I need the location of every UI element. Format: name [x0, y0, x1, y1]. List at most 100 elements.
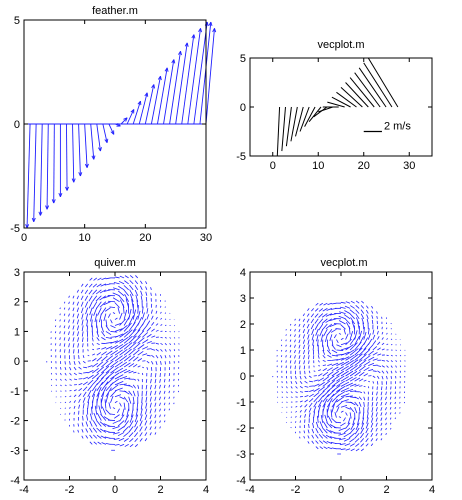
vecplot2-vector	[294, 344, 296, 348]
vecplot2-vector	[335, 421, 342, 424]
vecplot2-vector	[303, 344, 305, 350]
vecplot2-vector	[367, 333, 371, 340]
vecplot2-vector	[377, 375, 380, 380]
quiver-vector	[100, 413, 107, 421]
quiver-vector	[119, 376, 128, 380]
quiver-vector	[160, 361, 162, 365]
quiver-vector	[107, 313, 111, 318]
quiver-vector	[151, 309, 153, 314]
vecplot2-vector	[315, 421, 319, 429]
vecplot2-vector	[389, 391, 392, 395]
vecplot2-vector	[312, 344, 315, 351]
quiver-vector	[99, 313, 102, 323]
vecplot2-vector	[313, 401, 318, 408]
vecplot2-vector	[307, 349, 310, 355]
feather-arrowhead	[46, 205, 50, 210]
vecplot2-vector	[298, 360, 301, 365]
vecplot2-vector	[285, 360, 287, 363]
quiver-vector	[78, 360, 81, 365]
vecplot2-vector	[363, 355, 371, 361]
quiver-vector	[105, 366, 115, 374]
vecplot2-vector	[385, 401, 387, 406]
quiver-vector	[112, 426, 120, 430]
feather-vector	[72, 123, 75, 183]
vecplot2-vector	[302, 323, 305, 328]
vecplot2-vector	[371, 396, 374, 401]
vecplot2-vector	[363, 367, 370, 372]
vecplot-top-vector	[367, 57, 399, 108]
vecplot2-vector	[319, 329, 324, 337]
vecplot2-vector	[371, 401, 374, 407]
vecplot2-vector	[368, 344, 374, 351]
vecplot2-vector	[299, 380, 303, 385]
quiver-vector	[119, 348, 128, 356]
quiver-vector	[118, 438, 125, 442]
feather-arrowhead	[39, 211, 43, 216]
quiver-vector	[119, 355, 128, 362]
quiver-vector	[59, 319, 61, 322]
quiver-vector	[89, 441, 93, 445]
vecplot2-vector	[286, 396, 288, 399]
quiver-vector	[137, 365, 141, 368]
vecplot2-vector	[376, 391, 378, 396]
vecplot-top-xtick-label: 0	[270, 160, 276, 172]
vecplot-top-ytick-label: 0	[240, 102, 246, 114]
vecplot2-vector	[290, 391, 293, 394]
vecplot2-vector	[375, 417, 378, 422]
quiver-vector	[95, 295, 102, 302]
quiver-vector	[104, 399, 107, 409]
quiver-vector	[123, 309, 128, 320]
vecplot2-vector	[302, 334, 305, 339]
quiver-vector	[117, 307, 120, 314]
quiver-vector	[149, 432, 152, 436]
quiver-vector	[164, 355, 167, 359]
vecplot2-vector	[331, 362, 339, 366]
quiver-vector	[129, 438, 134, 443]
quiver-vector	[59, 313, 61, 316]
vecplot2-vector	[294, 360, 296, 364]
vecplot2-vector	[302, 329, 305, 334]
vecplot2-vector	[380, 412, 383, 416]
vecplot2-vector	[299, 436, 301, 439]
quiver-vector	[141, 312, 145, 320]
vecplot2-vector	[327, 446, 333, 450]
vecplot2-vector	[307, 339, 310, 345]
vecplot2-vector	[326, 440, 333, 444]
quiver-vector	[146, 354, 151, 357]
vecplot2-vector	[335, 328, 342, 330]
quiver-vector	[144, 432, 148, 437]
feather-vector	[181, 34, 195, 125]
quiver-vector	[146, 308, 149, 314]
vecplot2-vector	[315, 329, 319, 336]
quiver-vector	[173, 390, 175, 393]
quiver-vector	[101, 360, 109, 368]
vecplot2-vector	[380, 407, 383, 411]
quiver-vector	[129, 275, 134, 279]
quiver-vector	[101, 371, 110, 380]
quiver-vector	[91, 331, 94, 338]
vecplot2-vector	[363, 396, 366, 401]
vecplot2-vector	[390, 365, 393, 368]
quiver-vector	[99, 295, 107, 301]
quiver-vector	[134, 444, 139, 448]
vecplot2-vector	[360, 438, 365, 443]
quiver-vector	[77, 343, 79, 348]
vecplot2-vector	[327, 380, 336, 387]
quiver-vector	[155, 316, 158, 320]
vecplot2-vector	[286, 381, 288, 384]
quiver-vector	[63, 325, 66, 329]
vecplot2-vector	[317, 404, 321, 413]
quiver-vector	[137, 358, 143, 362]
vecplot2-vector	[322, 403, 326, 413]
vecplot2-vector	[295, 405, 298, 408]
vecplot2-vector	[322, 308, 328, 312]
vecplot2-vector	[304, 404, 308, 408]
vecplot2-vector	[285, 339, 287, 342]
quiver-vector	[113, 438, 120, 441]
quiver-vector	[145, 390, 148, 397]
quiver-vector	[154, 414, 157, 419]
quiver-vector	[96, 283, 102, 288]
quiver-vector	[76, 319, 79, 325]
vecplot2-vector	[331, 354, 338, 357]
vecplot2-ytick-label: 0	[240, 371, 246, 383]
